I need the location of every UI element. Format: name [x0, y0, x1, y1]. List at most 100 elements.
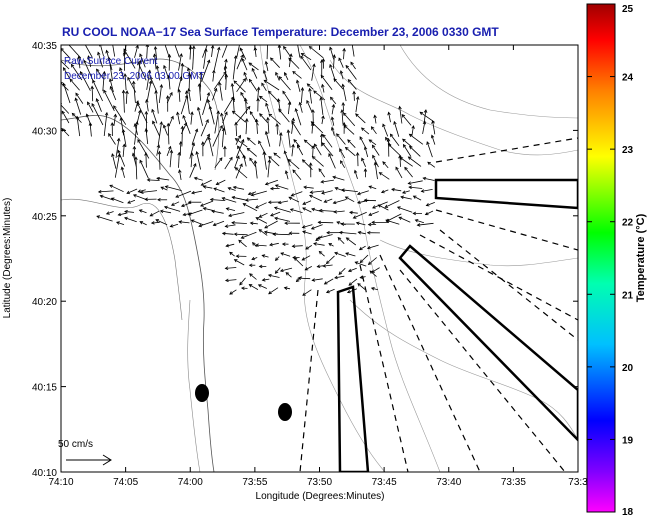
current-vector [288, 196, 300, 203]
current-vector [316, 264, 324, 268]
current-vector [185, 90, 190, 114]
colorbar-tick-label: 25 [622, 4, 634, 15]
current-vector [109, 184, 124, 193]
current-vector [132, 194, 147, 201]
current-vector [149, 76, 158, 93]
current-vector [233, 259, 245, 266]
current-vector [399, 157, 413, 167]
current-vector [145, 98, 149, 112]
current-vector [231, 110, 246, 123]
current-vector [333, 210, 345, 214]
current-vector [254, 118, 259, 134]
current-vector [113, 105, 127, 125]
current-vector [146, 80, 153, 102]
current-vector [321, 115, 325, 125]
current-vector [202, 45, 208, 58]
current-vector [371, 144, 380, 156]
current-vector [61, 103, 70, 114]
current-vector [268, 155, 280, 167]
radar-box-east [434, 178, 578, 210]
current-vector [244, 198, 259, 202]
current-vector [269, 186, 280, 191]
current-vector [321, 142, 334, 157]
y-tick-label: 40:25 [32, 212, 57, 223]
current-vector [79, 70, 91, 91]
current-vector [232, 185, 245, 190]
current-vector [373, 114, 377, 124]
current-vector [221, 231, 234, 236]
current-vector [134, 156, 138, 180]
current-vector [323, 278, 334, 285]
current-vector [95, 98, 102, 112]
current-vector [297, 276, 311, 281]
current-vector [313, 90, 326, 101]
current-vector [270, 211, 281, 217]
current-vector [369, 270, 377, 277]
current-vector [264, 220, 278, 229]
current-vector [302, 230, 312, 235]
x-tick-label: 73:50 [307, 477, 332, 488]
current-vector [197, 83, 202, 101]
current-vector [331, 103, 336, 115]
current-vector [225, 207, 236, 211]
current-vector [292, 70, 302, 79]
current-vector [341, 83, 347, 102]
current-vector [213, 46, 221, 71]
y-axis: 40:10 40:15 40:20 40:25 40:30 40:35 [32, 41, 578, 479]
current-vector [229, 289, 237, 295]
current-vector [308, 45, 324, 59]
current-vector [263, 79, 280, 91]
current-vector [334, 251, 346, 257]
y-tick-label: 40:15 [32, 383, 57, 394]
x-tick-label: 74:00 [178, 477, 203, 488]
current-vector [298, 101, 303, 113]
y-tick-label: 40:10 [32, 468, 57, 479]
current-vector [84, 45, 93, 58]
current-vector [246, 147, 257, 157]
current-vector [332, 175, 345, 181]
current-vector [151, 108, 158, 124]
current-vector [264, 179, 279, 186]
buoy-marker-west [195, 384, 209, 402]
current-vector [202, 91, 211, 116]
current-vector [242, 203, 258, 212]
current-vector [398, 105, 403, 124]
current-vector [343, 124, 355, 135]
radar-box-diagonal [398, 244, 578, 442]
current-vector [278, 108, 290, 123]
current-vector [119, 67, 125, 80]
current-vector [253, 159, 258, 179]
y-tick-label: 40:20 [32, 297, 57, 308]
current-vector [419, 111, 435, 123]
current-vector [322, 134, 333, 148]
current-vector [401, 190, 410, 194]
current-vector [283, 150, 291, 167]
current-vector [214, 110, 220, 134]
current-vector [391, 187, 402, 192]
current-vector [235, 105, 251, 125]
current-vector [423, 109, 428, 124]
current-vector [354, 261, 367, 267]
current-vector [340, 160, 346, 169]
chart-title: RU COOL NOAA−17 Sea Surface Temperature:… [62, 25, 499, 39]
current-vector [261, 82, 267, 92]
current-vector [169, 223, 179, 228]
current-vector [363, 198, 377, 203]
current-vector [412, 195, 422, 201]
current-vector [250, 190, 267, 197]
current-vector [393, 120, 400, 137]
overlay-title: Raw Surface Current [64, 56, 158, 67]
current-vector [212, 69, 216, 82]
current-vector [159, 209, 172, 214]
current-vector [310, 121, 324, 134]
current-vector [154, 89, 159, 114]
current-vector [303, 185, 314, 190]
current-vector [359, 254, 369, 264]
current-vector [224, 58, 228, 71]
current-vector [177, 75, 183, 91]
current-vector [382, 123, 389, 137]
current-vector [240, 286, 248, 291]
current-vector [214, 157, 223, 169]
current-vector [61, 110, 70, 124]
current-vector [330, 126, 335, 136]
